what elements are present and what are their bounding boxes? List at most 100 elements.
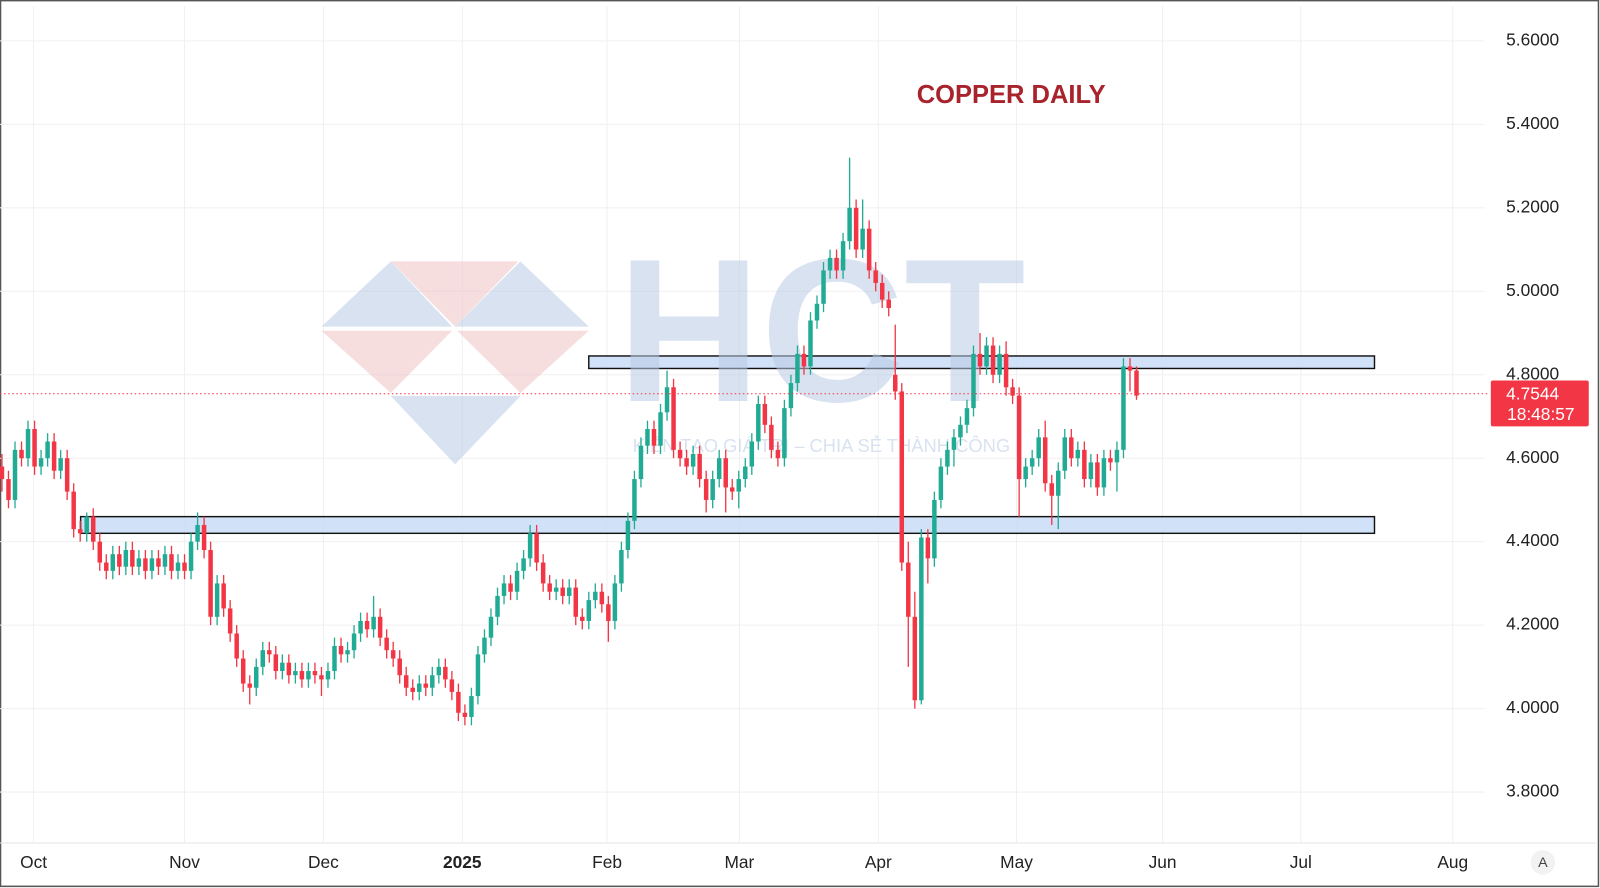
candle-body [77, 529, 83, 534]
candle-body [958, 424, 963, 438]
x-tick-label: Feb [592, 852, 622, 872]
candle-body [879, 282, 885, 300]
candle-body [847, 207, 852, 242]
last-price-label: 4.7544 [1506, 383, 1559, 403]
candle-body [560, 587, 565, 596]
y-tick-label: 4.4000 [1506, 530, 1559, 550]
countdown-label: 18:48:57 [1507, 404, 1574, 424]
candle-body [853, 207, 859, 250]
candle-body [169, 554, 174, 571]
candle-body [104, 562, 109, 571]
candle-body [984, 345, 989, 367]
candle-body [821, 270, 826, 304]
candle-body [664, 387, 670, 413]
candle-body [332, 646, 337, 672]
candle-body [390, 650, 396, 659]
logo-shape [321, 261, 453, 327]
candle-body [110, 554, 116, 571]
candle-body [684, 458, 689, 467]
candle-body [260, 650, 266, 667]
candle-body [756, 403, 761, 442]
candle-body [625, 520, 631, 551]
candle-body [716, 458, 722, 480]
candle-body [456, 691, 461, 713]
candle-body [938, 466, 944, 500]
candle-body [123, 550, 129, 567]
y-tick-label: 3.8000 [1506, 781, 1559, 801]
candle-body [38, 458, 44, 467]
candle-body [580, 616, 585, 621]
x-tick-label: Mar [724, 852, 754, 872]
candle-body [795, 353, 800, 384]
candle-body [606, 604, 611, 621]
candle-body [488, 616, 494, 638]
candle-body [775, 449, 781, 459]
candle-body [71, 491, 76, 530]
candle-body [566, 587, 572, 596]
candle-body [156, 558, 161, 567]
logo-shape [457, 330, 589, 393]
axes: 3.8000 4.0000 4.2000 4.4000 4.6000 4.8000 5.00… [0, 29, 1598, 872]
candle-body [729, 487, 735, 492]
candle-body [358, 620, 363, 634]
candle-body [449, 679, 455, 692]
candle-body [599, 591, 605, 605]
candle-body [540, 562, 546, 584]
candle-body [873, 270, 878, 283]
candle-body [1010, 387, 1015, 396]
x-tick-label: Dec [308, 852, 339, 872]
candle-body [443, 666, 448, 680]
x-tick-label: Oct [20, 852, 47, 872]
candle-body [1088, 462, 1094, 480]
candle-body [90, 516, 96, 542]
candle-body [814, 303, 820, 321]
candle-body [1036, 437, 1041, 459]
candle-body [1127, 366, 1133, 371]
candle-body [403, 675, 409, 688]
candle-body [788, 383, 794, 409]
watermark-logo-text: HCT [617, 217, 1025, 445]
candle-body [977, 353, 983, 367]
y-tick-label: 4.8000 [1506, 363, 1559, 383]
candle-body [1029, 458, 1035, 467]
candle-body [377, 616, 383, 638]
candle-body [286, 662, 292, 676]
last-price-tag [1490, 380, 1589, 427]
candle-body [749, 441, 755, 467]
y-tick-label: 5.0000 [1506, 280, 1559, 300]
candle-body [6, 479, 11, 500]
logo-shape [455, 261, 589, 327]
auto-scale-button[interactable] [1530, 850, 1556, 875]
candle-body [690, 454, 696, 467]
x-tick-label: Jul [1290, 852, 1312, 872]
candle-body [1134, 370, 1139, 396]
candle-body [762, 403, 768, 425]
auto-scale-label[interactable]: A [1538, 855, 1548, 871]
candle-body [51, 441, 57, 471]
candle-body [240, 658, 246, 684]
candle-body [1082, 449, 1087, 480]
candle-body [743, 466, 748, 480]
candle-body [932, 499, 937, 559]
candle-body [514, 570, 520, 592]
candle-body [1003, 353, 1009, 388]
candle-body [495, 595, 500, 617]
candle-body [860, 228, 865, 250]
y-tick-label: 4.6000 [1506, 447, 1559, 467]
candle-body [658, 412, 663, 446]
price-zone [79, 515, 1376, 535]
candle-body [227, 608, 233, 634]
candle-body [397, 658, 402, 676]
candle-body [149, 558, 155, 571]
grid [0, 6, 1485, 843]
logo-shape [390, 396, 521, 465]
candle-body [19, 449, 24, 459]
candle-body [527, 533, 533, 559]
candle-body [234, 633, 239, 659]
candle-body [593, 591, 598, 601]
candle-body [475, 654, 481, 697]
candle-body [971, 353, 976, 409]
candle-body [293, 671, 298, 676]
